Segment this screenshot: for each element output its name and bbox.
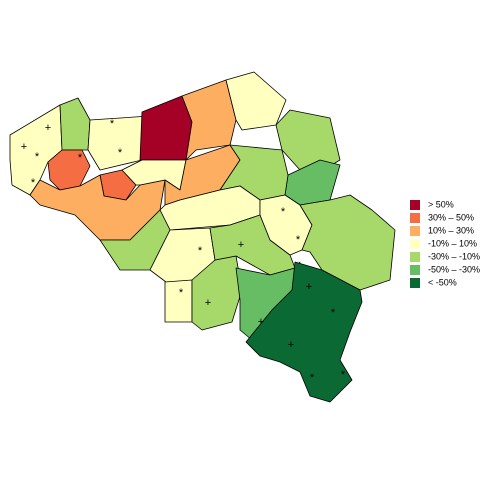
legend: > 50% 30% – 50% 10% – 30% -10% – 10% -30% – … [410,199,480,288]
legend-label: < -50% [428,277,457,287]
marker: + [45,122,51,134]
region [139,95,193,161]
legend-swatch [410,252,420,262]
legend-label: 10% – 30% [428,225,474,235]
marker: + [306,281,312,293]
region [87,115,151,171]
marker: + [258,316,264,328]
marker: * [310,372,315,384]
marker: * [110,118,115,130]
legend-swatch [410,226,420,236]
marker: * [331,307,336,319]
legend-swatch [410,213,420,223]
region [159,185,261,231]
marker: * [31,177,36,189]
marker: + [238,239,244,251]
marker: * [78,152,83,164]
legend-swatch [410,278,420,288]
marker: + [205,297,211,309]
legend-label: -30% – -10% [428,251,480,261]
marker: + [21,141,27,153]
marker: * [281,206,286,218]
legend-label: > 50% [428,199,454,209]
marker: * [296,234,301,246]
marker: * [35,151,40,163]
region [59,97,91,151]
marker: * [341,369,346,381]
markers: + * + * * * * * * + * * + + + + * * * [21,118,346,384]
legend-label: -10% – 10% [428,238,477,248]
region [284,159,341,206]
marker: * [118,147,123,159]
regions [9,71,396,403]
legend-swatch [410,200,420,210]
region [47,149,91,191]
legend-label: -50% – -30% [428,264,480,274]
marker: + [288,339,294,351]
region [245,261,363,403]
region [299,194,396,291]
legend-swatch [410,265,420,275]
marker: * [198,245,203,257]
legend-swatch [410,239,420,249]
marker: * [179,287,184,299]
legend-label: 30% – 50% [428,212,474,222]
region [209,214,296,276]
